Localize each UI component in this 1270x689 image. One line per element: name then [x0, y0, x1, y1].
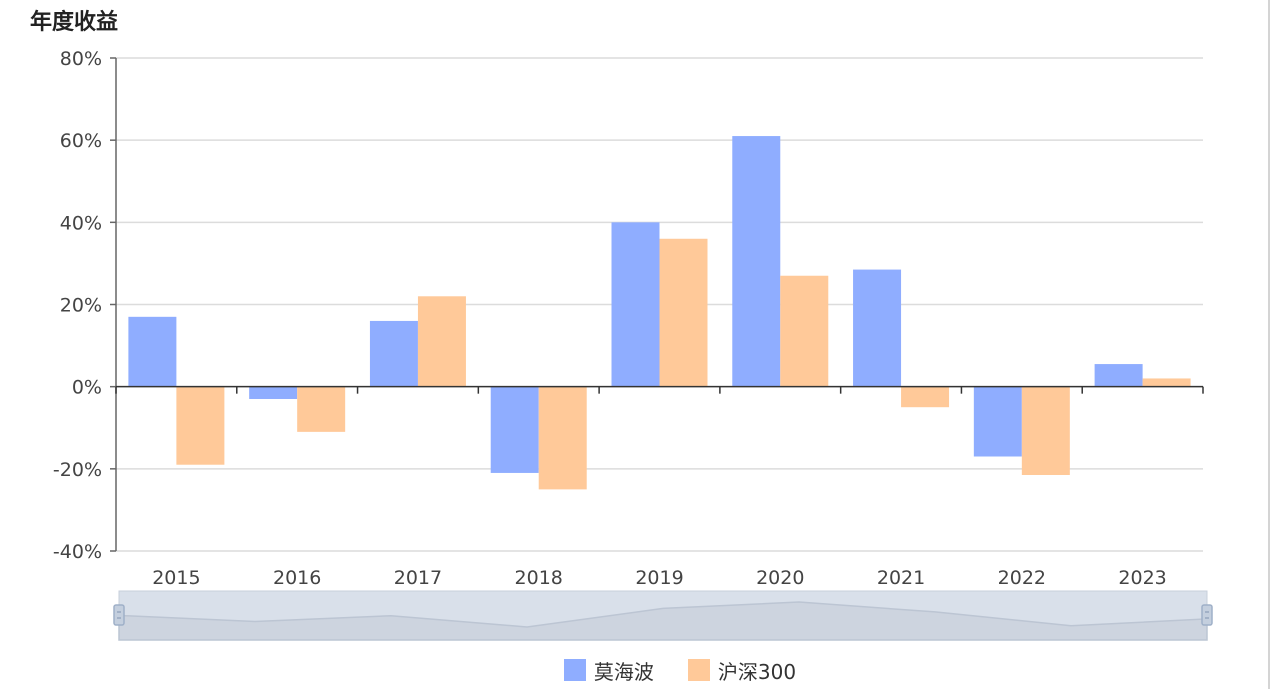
bar-2016-series-1[interactable]	[297, 386, 346, 432]
bar-2018-series-0[interactable]	[490, 386, 539, 473]
legend-item-series-0[interactable]: 莫海波	[563, 656, 654, 685]
x-tick-label: 2017	[394, 567, 442, 589]
y-tick-label: -40%	[53, 541, 102, 563]
bar-2020-series-1[interactable]	[780, 275, 829, 387]
bar-2023-series-0[interactable]	[1094, 364, 1143, 387]
bar-2023-series-1[interactable]	[1142, 378, 1191, 387]
zoom-handle-right[interactable]	[1201, 604, 1213, 626]
y-tick-label: 20%	[60, 295, 102, 317]
x-tick-label: 2016	[273, 567, 321, 589]
x-tick-label: 2023	[1118, 567, 1166, 589]
y-tick-label: -20%	[53, 459, 102, 481]
legend-label-series-1: 沪深300	[717, 659, 797, 684]
bar-2018-series-1[interactable]	[538, 386, 587, 490]
y-tick-label: 0%	[72, 377, 102, 399]
bar-2019-series-1[interactable]	[659, 238, 708, 387]
x-tick-label: 2019	[635, 567, 683, 589]
chart-title: 年度收益	[30, 10, 119, 35]
bar-2017-series-1[interactable]	[417, 296, 466, 387]
bar-2021-series-0[interactable]	[853, 269, 902, 387]
zoom-handle-left[interactable]	[113, 604, 125, 626]
x-tick-label: 2015	[152, 567, 200, 589]
x-tick-label: 2022	[998, 567, 1046, 589]
bar-2015-series-0[interactable]	[128, 316, 177, 387]
chart-legend: 莫海波 沪深300	[0, 652, 1270, 688]
y-tick-label: 80%	[60, 48, 102, 70]
bar-2017-series-0[interactable]	[369, 320, 418, 387]
x-tick-label: 2021	[877, 567, 925, 589]
bar-2015-series-1[interactable]	[176, 386, 225, 465]
y-tick-label: 60%	[60, 130, 102, 152]
legend-label-series-0: 莫海波	[593, 659, 654, 684]
bar-2022-series-0[interactable]	[973, 386, 1022, 457]
legend-swatch-series-0	[563, 659, 586, 681]
bar-2022-series-1[interactable]	[1021, 386, 1070, 475]
bar-chart: 80% 60% 40% 20% 0% -20% -40% 2015 2016 2017 2018 20…	[53, 48, 1213, 641]
y-tick-label: 40%	[60, 212, 102, 234]
legend-swatch-series-1	[687, 659, 710, 681]
legend-item-series-1[interactable]: 沪深300	[687, 656, 797, 685]
panel-border	[1268, 0, 1270, 689]
x-tick-label: 2018	[515, 567, 563, 589]
x-tick-label: 2020	[756, 567, 804, 589]
bar-2016-series-0[interactable]	[249, 386, 298, 399]
bar-2020-series-0[interactable]	[732, 136, 781, 387]
bar-2019-series-0[interactable]	[611, 222, 660, 387]
bar-2021-series-1[interactable]	[901, 386, 950, 408]
